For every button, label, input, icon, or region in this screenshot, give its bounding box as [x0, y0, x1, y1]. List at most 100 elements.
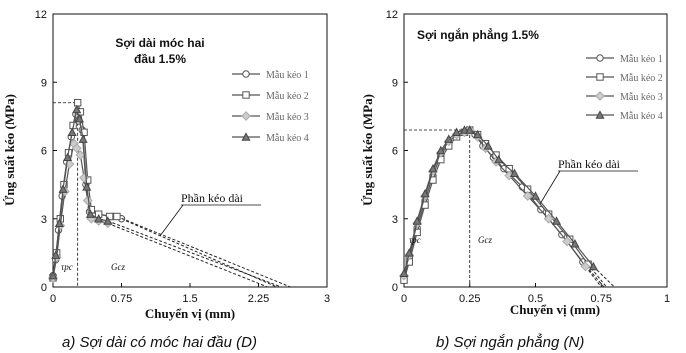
- y-tick-label: 0: [41, 282, 47, 294]
- x-tick-label: 2.25: [248, 293, 269, 305]
- data-point: [436, 145, 446, 155]
- legend-marker: [596, 54, 604, 62]
- y-tick-label: 9: [392, 77, 398, 89]
- series-tail-line: [121, 218, 278, 288]
- legend-label: Mẫu kéo 4: [266, 133, 309, 144]
- y-tick-label: 9: [41, 77, 47, 89]
- data-point: [465, 125, 475, 134]
- series-4: [399, 125, 615, 288]
- tau-pc-label: τpc: [409, 235, 421, 245]
- data-point: [73, 99, 82, 107]
- x-tick-label: 0.25: [459, 293, 480, 305]
- data-point: [543, 213, 554, 224]
- chart-title: Sợi dài móc hai: [115, 36, 204, 50]
- chart-title: đầu 1.5%: [134, 52, 186, 66]
- data-point: [444, 134, 454, 143]
- data-point: [63, 152, 73, 162]
- legend-marker: [241, 132, 251, 141]
- data-point: [74, 113, 85, 123]
- g-cz-label: Gcz: [478, 235, 492, 245]
- legend-label: Mẫu kéo 1: [266, 70, 309, 81]
- data-point: [522, 191, 533, 201]
- series-2: [400, 126, 607, 288]
- y-tick-label: 6: [41, 146, 47, 158]
- legend-label: Mẫu kéo 2: [620, 73, 663, 84]
- legend-label: Mẫu kéo 1: [620, 54, 663, 65]
- callout-text: Phần kéo dài: [558, 157, 621, 171]
- legend-marker: [595, 110, 605, 119]
- series-tail-line: [107, 220, 282, 288]
- y-tick-label: 12: [35, 9, 47, 21]
- data-point: [588, 261, 598, 271]
- series-tail-line: [116, 216, 291, 288]
- data-point: [580, 261, 591, 272]
- series-1: [400, 126, 605, 288]
- data-point: [54, 218, 64, 227]
- legend-marker: [241, 111, 251, 121]
- data-point: [75, 150, 86, 160]
- figure-caption: a) Sợi dài có móc hai đầu (D): [62, 334, 257, 351]
- data-point: [494, 154, 504, 164]
- data-point: [78, 134, 88, 143]
- data-point: [420, 188, 430, 198]
- data-point: [412, 216, 422, 225]
- y-axis-label: Ứng suất kéo (MPa): [360, 94, 375, 206]
- legend-marker: [242, 70, 250, 78]
- legend-marker: [242, 91, 250, 99]
- data-point: [452, 127, 462, 136]
- data-point: [428, 163, 438, 173]
- x-tick-label: 1: [664, 293, 670, 305]
- data-point: [509, 168, 519, 177]
- data-point: [51, 250, 61, 259]
- data-point: [562, 236, 572, 247]
- x-tick-label: 0.75: [591, 293, 612, 305]
- chart-right: 0 3 6 9 12 0 0.25 0.5 0.75 1 Chuyển vị (mm) Ứng suấ…: [360, 9, 670, 351]
- data-point: [67, 127, 77, 136]
- callout-leader: [539, 170, 561, 205]
- data-point: [58, 184, 68, 193]
- y-tick-label: 3: [41, 214, 47, 226]
- legend-label: Mẫu kéo 2: [266, 91, 309, 102]
- series-3: [399, 125, 602, 288]
- plot-frame: [52, 13, 328, 288]
- data-point: [113, 212, 121, 221]
- data-point: [94, 213, 104, 223]
- figure-caption: b) Sợi ngắn phẳng (N): [436, 333, 584, 351]
- tau-pc-label: τpc: [61, 262, 73, 272]
- data-point: [103, 216, 113, 225]
- legend-marker: [596, 73, 604, 81]
- data-point: [530, 191, 541, 200]
- data-point: [71, 143, 82, 154]
- x-tick-label: 3: [324, 293, 330, 305]
- data-point: [82, 195, 93, 206]
- data-point: [85, 209, 95, 218]
- y-tick-label: 12: [386, 9, 398, 21]
- data-point: [72, 104, 82, 114]
- y-tick-label: 6: [392, 146, 398, 158]
- x-axis-label: Chuyển vị (mm): [510, 302, 600, 317]
- x-tick-label: 0.75: [111, 293, 132, 305]
- series-line: [403, 129, 594, 274]
- series-4: [48, 104, 282, 288]
- legend-label: Mẫu kéo 3: [620, 92, 663, 103]
- series-tail-line: [107, 222, 268, 288]
- callout-leader: [159, 204, 184, 237]
- data-point: [82, 182, 92, 191]
- data-point: [570, 239, 580, 248]
- data-point: [399, 268, 409, 278]
- data-point: [459, 125, 470, 134]
- x-tick-label: 1.5: [182, 293, 197, 305]
- x-tick-label: 0: [401, 293, 407, 305]
- chart-left: 0 3 6 9 12 0 0.75 1.5 2.25 3 Chuyển vị (mm) Ứng suấ…: [2, 9, 330, 351]
- y-axis-label: Ứng suất kéo (MPa): [2, 94, 17, 206]
- series-2: [49, 99, 291, 288]
- g-cz-label: Gcz: [111, 262, 125, 272]
- x-tick-label: 0: [50, 293, 56, 305]
- data-point: [473, 129, 483, 139]
- legend-label: Mẫu kéo 3: [266, 112, 309, 123]
- callout-text: Phần kéo dài: [181, 191, 244, 205]
- data-point: [80, 128, 88, 137]
- data-point: [404, 248, 414, 257]
- chart-title: Sợi ngắn phẳng 1.5%: [417, 27, 539, 42]
- legend-label: Mẫu kéo 4: [620, 111, 663, 122]
